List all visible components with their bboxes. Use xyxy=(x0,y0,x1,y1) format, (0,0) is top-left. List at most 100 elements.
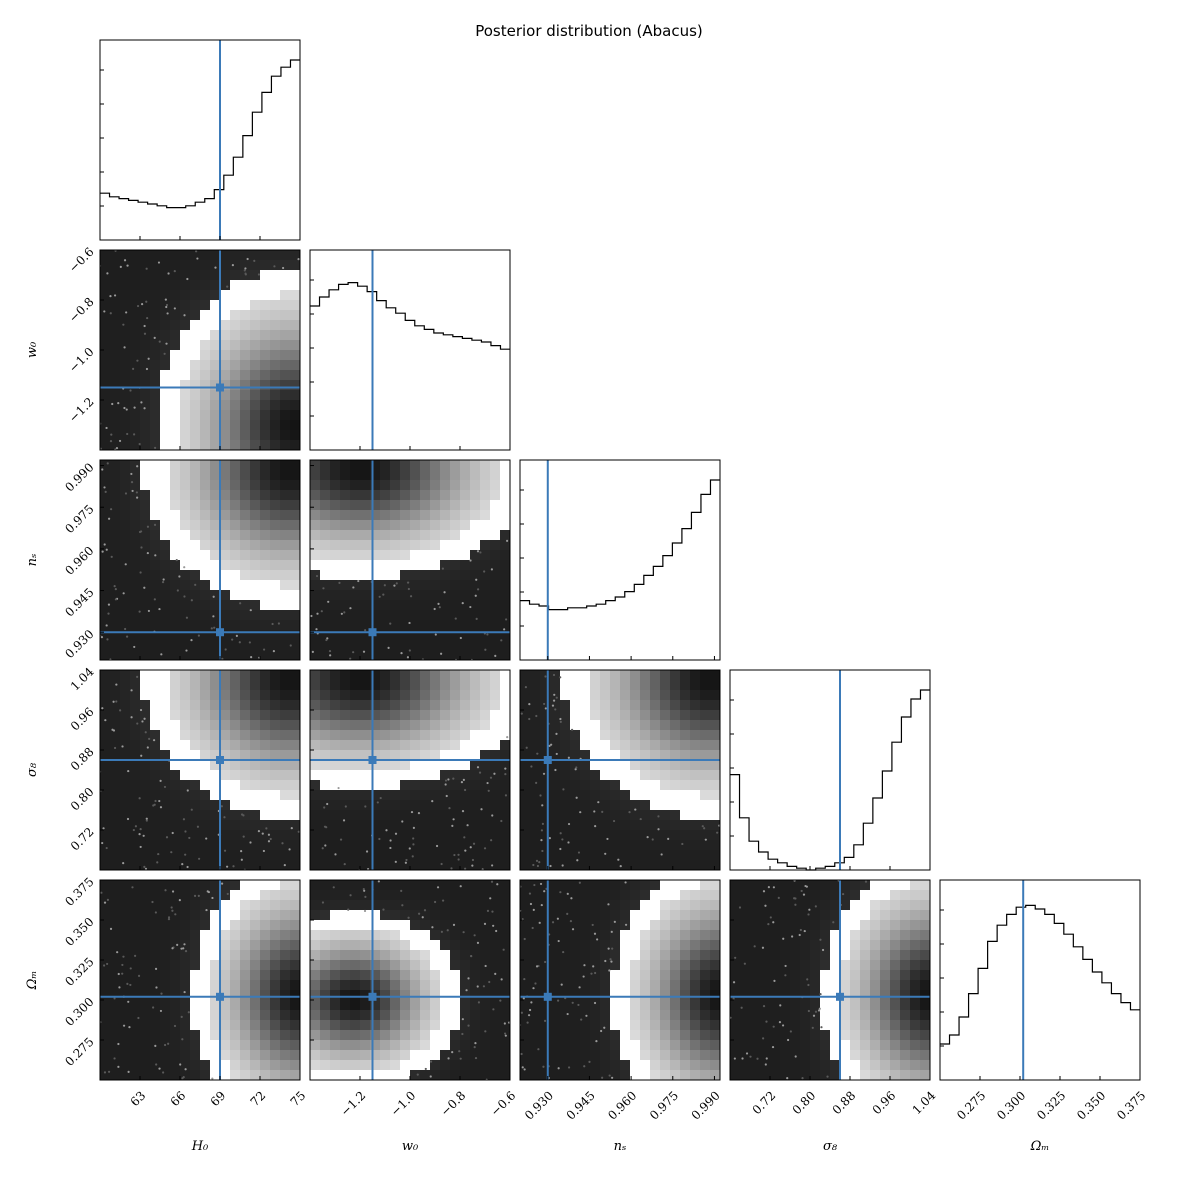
density-cell xyxy=(120,310,131,321)
density-cell xyxy=(210,350,221,361)
density-cell xyxy=(110,1040,121,1051)
density-cell xyxy=(650,950,661,961)
density-cell xyxy=(700,840,711,851)
density-cell xyxy=(560,670,571,681)
density-cell xyxy=(360,860,371,870)
density-cell xyxy=(190,1000,201,1011)
density-cell xyxy=(480,750,491,761)
density-cell xyxy=(480,620,491,631)
density-cell xyxy=(230,850,241,861)
density-cell xyxy=(860,910,871,921)
density-cell xyxy=(480,930,491,941)
density-cell xyxy=(450,770,461,781)
sample-point xyxy=(118,439,122,443)
density-cell xyxy=(470,470,481,481)
density-cell xyxy=(400,940,411,951)
density-cell xyxy=(170,470,181,481)
density-cell xyxy=(110,1070,121,1080)
density-cell xyxy=(440,920,451,931)
density-cell xyxy=(460,780,471,791)
density-cell xyxy=(170,650,181,660)
density-cell xyxy=(410,1000,421,1011)
density-cell xyxy=(420,580,431,591)
density-cell xyxy=(230,550,241,561)
sample-point xyxy=(579,811,582,814)
sample-point xyxy=(364,805,367,808)
density-cell xyxy=(830,970,841,981)
density-cell xyxy=(390,770,401,781)
density-cell xyxy=(500,960,510,971)
density-cell xyxy=(420,480,431,491)
density-cell xyxy=(280,500,291,511)
density-cell xyxy=(470,750,481,761)
density-cell xyxy=(290,490,300,501)
density-cell xyxy=(100,710,111,721)
density-cell xyxy=(200,770,211,781)
density-cell xyxy=(110,260,121,271)
sample-point xyxy=(131,886,134,889)
density-cell xyxy=(910,970,921,981)
density-cell xyxy=(230,330,241,341)
density-cell xyxy=(180,1000,191,1011)
sample-point xyxy=(111,402,114,406)
density-cell xyxy=(370,610,381,621)
density-cell xyxy=(340,820,351,831)
density-cell xyxy=(180,1010,191,1021)
sample-point xyxy=(244,272,247,275)
density-cell xyxy=(550,900,561,911)
density-cell xyxy=(240,590,251,601)
density-cell xyxy=(110,1050,121,1061)
density-cell xyxy=(480,610,491,621)
density-cell xyxy=(190,370,201,381)
density-cell xyxy=(160,960,171,971)
density-cell xyxy=(200,1020,211,1031)
density-cell xyxy=(400,750,411,761)
density-cell xyxy=(480,790,491,801)
density-cell xyxy=(820,930,831,941)
density-cell xyxy=(130,380,141,391)
density-cell xyxy=(340,650,351,660)
sample-point xyxy=(476,550,480,553)
density-cell xyxy=(320,1040,331,1051)
density-cell xyxy=(910,890,921,901)
density-cell xyxy=(660,770,671,781)
density-cell xyxy=(580,1010,591,1021)
density-cell xyxy=(140,440,151,450)
sample-point xyxy=(469,846,472,849)
sample-point xyxy=(187,1011,190,1014)
sample-point xyxy=(494,972,497,975)
density-cell xyxy=(150,990,161,1001)
density-cell xyxy=(260,850,271,861)
sample-point xyxy=(352,586,355,589)
density-cell xyxy=(210,250,221,261)
density-cell xyxy=(210,900,221,911)
density-cell xyxy=(240,700,251,711)
density-cell xyxy=(210,750,221,761)
density-cell xyxy=(160,540,171,551)
density-cell xyxy=(160,300,171,311)
density-cell xyxy=(110,820,121,831)
density-cell xyxy=(180,410,191,421)
density-cell xyxy=(190,1010,201,1021)
density-cell xyxy=(330,1000,341,1011)
density-cell xyxy=(410,480,421,491)
density-cell xyxy=(500,940,510,951)
sample-point xyxy=(117,972,120,976)
density-cell xyxy=(640,710,651,721)
density-cell xyxy=(450,620,461,631)
density-cell xyxy=(920,910,930,921)
sample-point xyxy=(472,842,476,845)
density-cell xyxy=(490,850,501,861)
density-cell xyxy=(160,560,171,571)
density-cell xyxy=(400,570,411,581)
density-cell xyxy=(610,860,621,870)
density-cell xyxy=(270,1070,281,1080)
density-cell xyxy=(610,1050,621,1061)
density-cell xyxy=(500,470,510,481)
density-cell xyxy=(710,1060,720,1071)
sample-point xyxy=(362,887,365,891)
density-cell xyxy=(570,1040,581,1051)
density-cell xyxy=(420,970,431,981)
density-cell xyxy=(240,730,251,741)
density-cell xyxy=(320,670,331,681)
